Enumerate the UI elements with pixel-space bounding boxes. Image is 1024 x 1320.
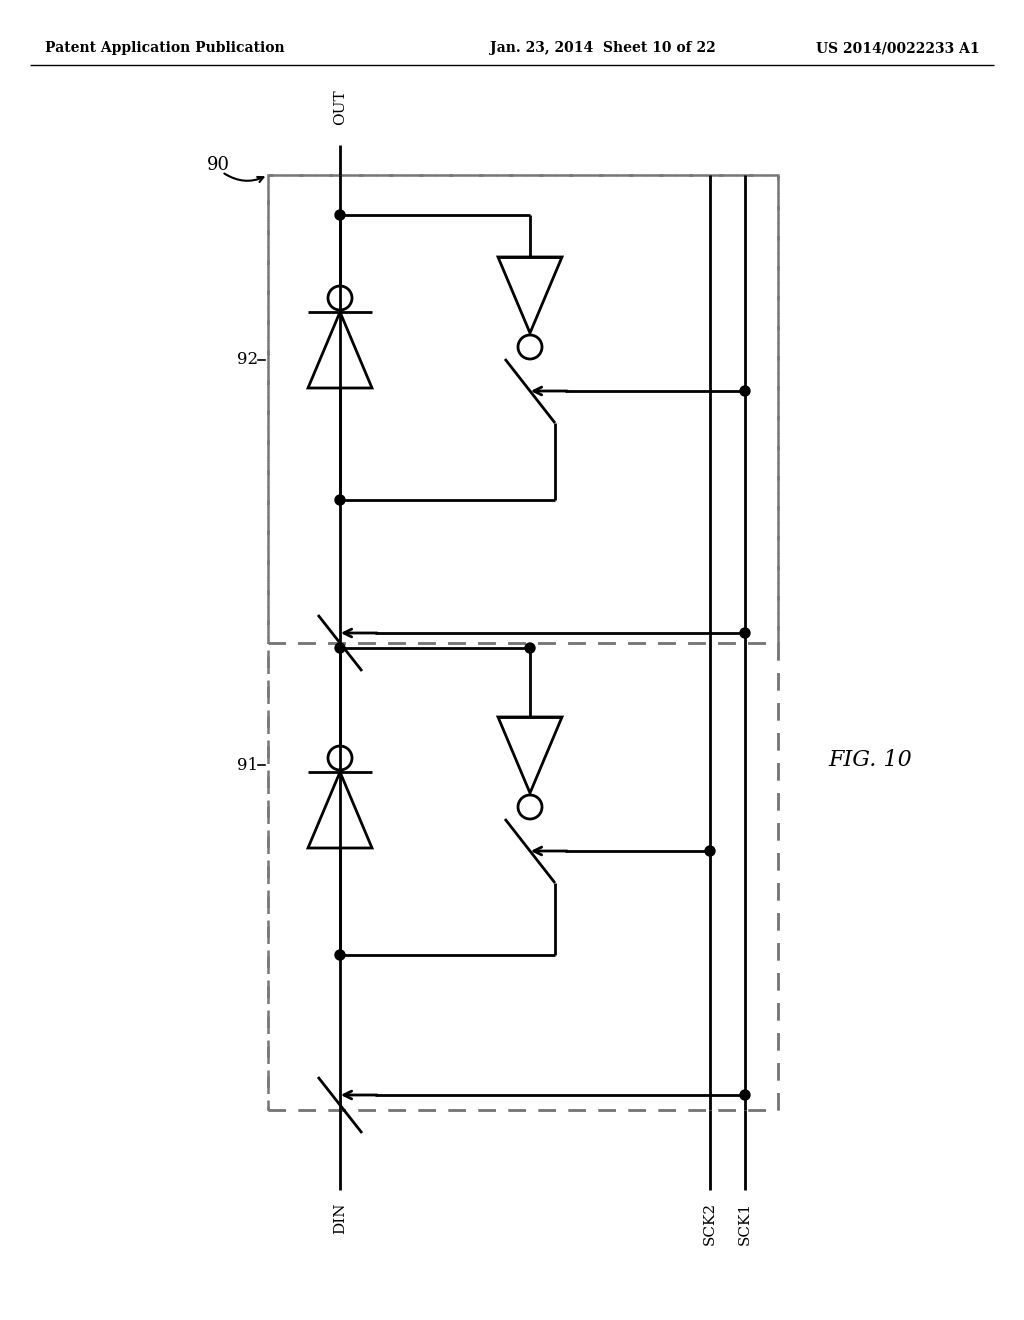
Bar: [268, 176, 778, 1110]
Circle shape: [335, 495, 345, 506]
Text: DIN: DIN: [333, 1203, 347, 1233]
Text: US 2014/0022233 A1: US 2014/0022233 A1: [816, 41, 980, 55]
Text: 90: 90: [207, 156, 229, 174]
Circle shape: [705, 846, 715, 855]
Bar: [268, 643, 778, 1110]
Circle shape: [740, 628, 750, 638]
Text: Jan. 23, 2014  Sheet 10 of 22: Jan. 23, 2014 Sheet 10 of 22: [490, 41, 716, 55]
Text: Patent Application Publication: Patent Application Publication: [45, 41, 285, 55]
Circle shape: [740, 385, 750, 396]
Circle shape: [740, 1090, 750, 1100]
Text: 91: 91: [238, 756, 259, 774]
Text: OUT: OUT: [333, 90, 347, 125]
Text: FIG. 10: FIG. 10: [828, 748, 912, 771]
Circle shape: [335, 210, 345, 220]
Circle shape: [525, 643, 535, 653]
Circle shape: [335, 950, 345, 960]
Text: SCK2: SCK2: [703, 1203, 717, 1245]
Text: 92: 92: [238, 351, 259, 368]
Circle shape: [335, 643, 345, 653]
Bar: [268, 176, 778, 643]
Text: SCK1: SCK1: [738, 1203, 752, 1245]
